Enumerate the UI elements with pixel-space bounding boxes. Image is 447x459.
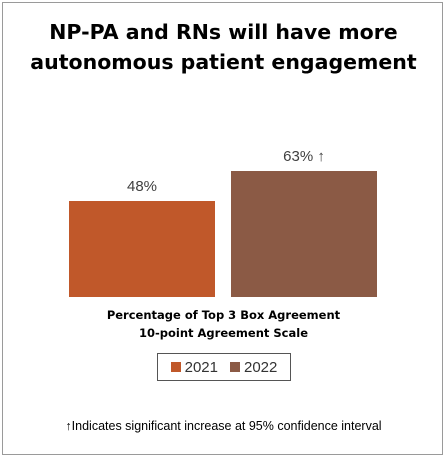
bar-2022 xyxy=(231,171,377,297)
legend-swatch-2022 xyxy=(230,362,240,372)
chart-title-line2: autonomous patient engagement xyxy=(30,50,417,74)
chart-title-line1: NP-PA and RNs will have more xyxy=(49,20,398,44)
legend-item-2022: 2022 xyxy=(230,359,277,376)
data-label-2021: 48% xyxy=(127,178,157,195)
axis-label-line2: 10-point Agreement Scale xyxy=(138,326,308,340)
legend-item-2021: 2021 xyxy=(170,358,218,376)
chart-title: NP-PA and RNs will have more autonomous … xyxy=(3,17,444,77)
axis-label: Percentage of Top 3 Box Agreement 10-poi… xyxy=(3,306,444,342)
bar-2021 xyxy=(69,201,215,297)
data-label-2022: 63% ↑ xyxy=(283,148,325,165)
axis-label-line1: Percentage of Top 3 Box Agreement xyxy=(106,308,341,322)
chart-frame: NP-PA and RNs will have more autonomous … xyxy=(2,2,443,455)
legend-label-2022: 2022 xyxy=(244,358,278,376)
chart-legend: 2021 2022 xyxy=(157,353,291,381)
bar-chart: 48% 63% ↑ xyxy=(69,148,377,297)
legend-label-2021: 2021 xyxy=(184,358,218,376)
footnote: ↑Indicates significant increase at 95% c… xyxy=(65,419,382,433)
legend-swatch-2021 xyxy=(170,362,181,372)
